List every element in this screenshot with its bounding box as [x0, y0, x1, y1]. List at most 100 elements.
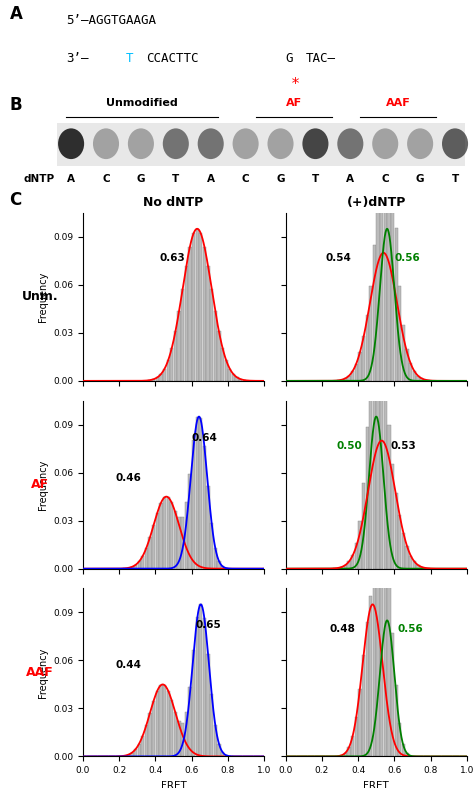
Bar — [362, 655, 365, 756]
Ellipse shape — [372, 128, 398, 159]
X-axis label: FRET: FRET — [364, 781, 389, 788]
Y-axis label: Frequency: Frequency — [37, 459, 47, 510]
Bar — [340, 755, 344, 756]
Bar — [127, 755, 130, 756]
Bar — [134, 749, 137, 756]
Bar — [344, 378, 347, 381]
Bar — [192, 440, 195, 569]
Ellipse shape — [337, 128, 364, 159]
Text: T: T — [172, 173, 180, 184]
Bar — [196, 417, 199, 569]
Bar — [351, 371, 354, 381]
Bar — [373, 310, 376, 569]
Bar — [398, 515, 401, 569]
Bar — [206, 654, 210, 756]
Bar — [221, 348, 224, 381]
Bar — [373, 245, 376, 381]
Bar — [134, 565, 137, 569]
Text: 0.53: 0.53 — [391, 440, 417, 451]
Bar — [159, 503, 163, 569]
Text: A: A — [207, 173, 215, 184]
Text: T: T — [312, 173, 319, 184]
Bar — [155, 377, 159, 381]
Bar — [214, 548, 217, 569]
Bar — [155, 691, 159, 756]
Bar — [217, 332, 220, 381]
Bar — [188, 686, 191, 756]
Bar — [166, 691, 170, 756]
Bar — [369, 286, 373, 381]
Bar — [185, 712, 188, 756]
Bar — [206, 266, 210, 381]
Bar — [362, 483, 365, 569]
Ellipse shape — [267, 128, 293, 159]
Text: AAF: AAF — [27, 666, 54, 679]
Bar — [221, 567, 224, 569]
Bar — [413, 562, 416, 569]
Bar — [159, 685, 163, 756]
Bar — [365, 623, 369, 756]
Bar — [394, 685, 398, 756]
Bar — [152, 525, 155, 569]
Bar — [185, 503, 188, 569]
Bar — [409, 556, 412, 569]
Text: G: G — [416, 173, 424, 184]
Bar — [391, 634, 394, 756]
Text: 0.64: 0.64 — [191, 433, 218, 443]
Bar — [347, 376, 351, 381]
Bar — [177, 517, 181, 569]
X-axis label: FRET: FRET — [161, 781, 186, 788]
Bar — [177, 311, 181, 381]
Bar — [196, 229, 199, 381]
Text: 0.48: 0.48 — [329, 623, 355, 634]
Bar — [206, 486, 210, 569]
Text: 0.54: 0.54 — [326, 253, 351, 262]
Text: 5’—AGGTGAAGA: 5’—AGGTGAAGA — [66, 14, 156, 28]
Ellipse shape — [128, 128, 154, 159]
Bar — [387, 585, 391, 756]
Bar — [225, 360, 228, 381]
FancyBboxPatch shape — [57, 123, 465, 166]
Text: dNTP: dNTP — [24, 173, 55, 184]
Bar — [170, 701, 173, 756]
Bar — [217, 744, 220, 756]
Text: A: A — [67, 173, 75, 184]
Bar — [174, 332, 177, 381]
Bar — [358, 521, 362, 569]
Bar — [405, 753, 409, 756]
Text: 0.44: 0.44 — [116, 660, 142, 671]
Bar — [355, 716, 358, 756]
Bar — [141, 556, 145, 569]
Bar — [174, 712, 177, 756]
Bar — [170, 503, 173, 569]
Bar — [214, 725, 217, 756]
Bar — [127, 568, 130, 569]
Bar — [420, 378, 423, 381]
Text: Unmodified: Unmodified — [106, 98, 178, 108]
Y-axis label: Frequency: Frequency — [37, 272, 47, 322]
Bar — [210, 288, 213, 381]
Bar — [174, 511, 177, 569]
Bar — [376, 298, 380, 569]
Bar — [394, 229, 398, 381]
Bar — [145, 725, 148, 756]
Bar — [398, 285, 401, 381]
Text: AF: AF — [31, 478, 49, 491]
Text: C: C — [242, 173, 249, 184]
Bar — [196, 617, 199, 756]
Bar — [413, 371, 416, 381]
Bar — [405, 349, 409, 381]
Bar — [340, 380, 344, 381]
Bar — [166, 360, 170, 381]
Bar — [355, 363, 358, 381]
Text: C: C — [382, 173, 389, 184]
Bar — [199, 604, 202, 756]
Bar — [210, 523, 213, 569]
Text: 0.63: 0.63 — [159, 253, 185, 262]
Text: A: A — [9, 5, 22, 23]
Text: (+)dNTP: (+)dNTP — [346, 196, 406, 209]
Bar — [163, 369, 166, 381]
Bar — [170, 348, 173, 381]
Bar — [394, 492, 398, 569]
Text: B: B — [9, 95, 22, 113]
